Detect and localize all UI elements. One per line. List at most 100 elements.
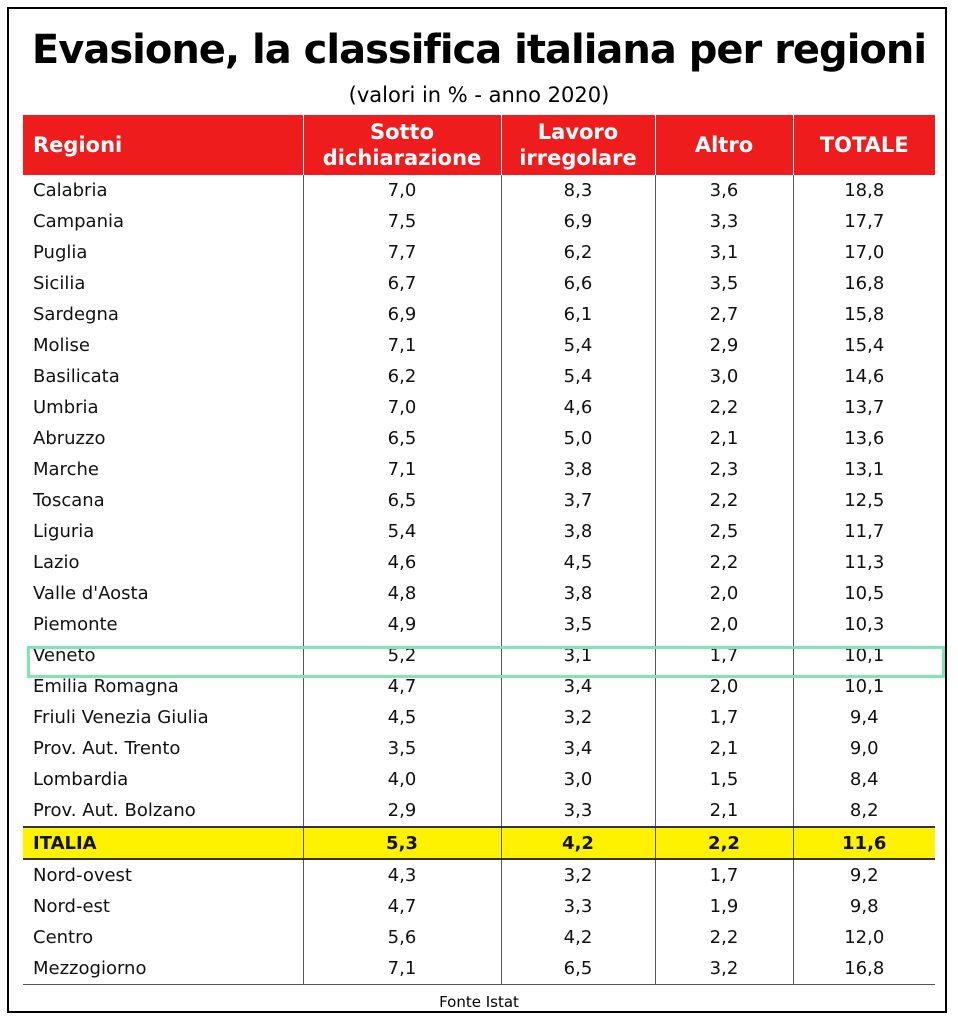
header-regioni: Regioni (23, 115, 304, 175)
cell-sotto-dichiarazione: 6,5 (303, 423, 502, 454)
table-row: Molise 7,1 5,4 2,9 15,4 (23, 330, 935, 361)
header-lavoro-line2: irregolare (519, 146, 637, 170)
cell-regione: Prov. Aut. Trento (23, 733, 304, 764)
cell-lavoro-irregolare: 5,4 (501, 330, 656, 361)
cell-sotto-dichiarazione: 6,9 (303, 299, 502, 330)
cell-regione: Emilia Romagna (23, 671, 304, 702)
cell-regione: Umbria (23, 392, 304, 423)
cell-regione: Calabria (23, 175, 304, 206)
cell-totale: 11,3 (844, 552, 885, 573)
cell-lavoro-irregolare: 8,3 (501, 175, 656, 206)
macro-area-row: Nord-ovest 4,3 3,2 1,7 9,2 (23, 859, 935, 891)
cell-altro: 2,0 (655, 609, 794, 640)
italia-total-row: ITALIA 5,3 4,2 2,2 11,6 (23, 826, 935, 860)
cell-regione: Valle d'Aosta (23, 578, 304, 609)
cell-sotto-dichiarazione: 5,3 (303, 826, 502, 860)
cell-sotto-dichiarazione: 4,3 (303, 859, 502, 891)
cell-altro: 1,9 (655, 891, 794, 922)
cell-altro: 2,0 (655, 578, 794, 609)
header-totale: TOTALE (793, 115, 935, 175)
cell-totale: 11,6 (793, 826, 935, 860)
cell-sotto-dichiarazione: 7,0 (303, 392, 502, 423)
cell-lavoro-irregolare: 3,5 (501, 609, 656, 640)
cell-sotto-dichiarazione: 7,5 (303, 206, 502, 237)
cell-regione: ITALIA (23, 826, 304, 860)
cell-lavoro-irregolare: 4,2 (501, 826, 656, 860)
cell-totale: 10,1 (844, 645, 885, 666)
cell-altro: 1,7 (655, 859, 794, 891)
cell-altro: 2,2 (655, 485, 794, 516)
cell-altro: 2,9 (655, 330, 794, 361)
cell-altro: 2,2 (655, 392, 794, 423)
cell-totale: 18,8 (844, 180, 885, 201)
table-row: Marche 7,1 3,8 2,3 13,1 (23, 454, 935, 485)
cell-regione: Toscana (23, 485, 304, 516)
cell-totale: 9,2 (849, 865, 879, 886)
table-row: Piemonte 4,9 3,5 2,0 10,3 (23, 609, 935, 640)
cell-lavoro-irregolare: 6,1 (501, 299, 656, 330)
cell-sotto-dichiarazione: 7,1 (303, 953, 502, 985)
header-sotto-dichiarazione: Sotto dichiarazione (303, 115, 502, 175)
cell-regione: Prov. Aut. Bolzano (23, 795, 304, 827)
cell-lavoro-irregolare: 3,4 (501, 671, 656, 702)
cell-altro: 2,1 (655, 733, 794, 764)
cell-regione: Liguria (23, 516, 304, 547)
table-row: Valle d'Aosta 4,8 3,8 2,0 10,5 (23, 578, 935, 609)
cell-regione: Molise (23, 330, 304, 361)
cell-altro: 3,3 (655, 206, 794, 237)
table-header: Regioni Sotto dichiarazione Lavoro irregol… (23, 115, 935, 175)
macro-area-row: Centro 5,6 4,2 2,2 12,0 (23, 922, 935, 953)
cell-regione: Abruzzo (23, 423, 304, 454)
cell-totale: 9,4 (849, 707, 879, 728)
cell-totale: 15,4 (844, 335, 885, 356)
table-row: Sardegna 6,9 6,1 2,7 15,8 (23, 299, 935, 330)
infographic-frame: Evasione, la classifica italiana per reg… (7, 7, 947, 1013)
table-row: Basilicata 6,2 5,4 3,0 14,6 (23, 361, 935, 392)
cell-lavoro-irregolare: 4,5 (501, 547, 656, 578)
table-row: Umbria 7,0 4,6 2,2 13,7 (23, 392, 935, 423)
cell-lavoro-irregolare: 6,6 (501, 268, 656, 299)
cell-sotto-dichiarazione: 4,0 (303, 764, 502, 795)
cell-regione: Piemonte (23, 609, 304, 640)
cell-regione: Nord-est (23, 891, 304, 922)
table-row: Liguria 5,4 3,8 2,5 11,7 (23, 516, 935, 547)
cell-altro: 3,5 (655, 268, 794, 299)
cell-sotto-dichiarazione: 4,8 (303, 578, 502, 609)
macro-area-row: Mezzogiorno 7,1 6,5 3,2 16,8 (23, 953, 935, 985)
cell-sotto-dichiarazione: 7,1 (303, 330, 502, 361)
cell-altro: 3,6 (655, 175, 794, 206)
cell-regione: Lombardia (23, 764, 304, 795)
cell-lavoro-irregolare: 3,0 (501, 764, 656, 795)
macro-area-row: Nord-est 4,7 3,3 1,9 9,8 (23, 891, 935, 922)
header-lavoro-irregolare: Lavoro irregolare (501, 115, 656, 175)
cell-totale: 9,8 (849, 896, 879, 917)
cell-sotto-dichiarazione: 3,5 (303, 733, 502, 764)
table-row: Lombardia 4,0 3,0 1,5 8,4 (23, 764, 935, 795)
header-sotto-line1: Sotto (369, 120, 435, 144)
cell-altro: 2,2 (655, 547, 794, 578)
table-row: Campania 7,5 6,9 3,3 17,7 (23, 206, 935, 237)
cell-lavoro-irregolare: 5,0 (501, 423, 656, 454)
cell-totale: 11,7 (844, 521, 885, 542)
cell-altro: 2,1 (655, 423, 794, 454)
cell-totale: 13,6 (844, 428, 885, 449)
cell-totale: 8,2 (849, 800, 879, 821)
table-row: Lazio 4,6 4,5 2,2 11,3 (23, 547, 935, 578)
table-row: Veneto 5,2 3,1 1,7 10,1 (23, 640, 935, 671)
cell-altro: 2,0 (655, 671, 794, 702)
table-row: Abruzzo 6,5 5,0 2,1 13,6 (23, 423, 935, 454)
cell-sotto-dichiarazione: 2,9 (303, 795, 502, 827)
cell-altro: 2,5 (655, 516, 794, 547)
cell-lavoro-irregolare: 6,2 (501, 237, 656, 268)
cell-sotto-dichiarazione: 7,1 (303, 454, 502, 485)
cell-lavoro-irregolare: 3,2 (501, 859, 656, 891)
cell-totale: 12,0 (844, 927, 885, 948)
cell-sotto-dichiarazione: 4,7 (303, 891, 502, 922)
cell-totale: 17,0 (844, 242, 885, 263)
cell-regione: Mezzogiorno (23, 953, 304, 985)
cell-totale: 13,7 (844, 397, 885, 418)
table-body: Calabria 7,0 8,3 3,6 18,8 Campania 7,5 6,9 3,3 17… (23, 175, 935, 985)
table-row: Prov. Aut. Bolzano 2,9 3,3 2,1 8,2 (23, 795, 935, 827)
cell-sotto-dichiarazione: 6,5 (303, 485, 502, 516)
cell-altro: 2,2 (655, 922, 794, 953)
